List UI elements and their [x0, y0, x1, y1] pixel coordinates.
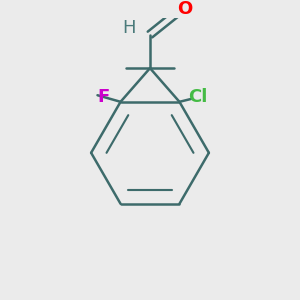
Text: H: H [122, 19, 136, 37]
Text: O: O [177, 0, 193, 18]
Text: Cl: Cl [188, 88, 208, 106]
Text: F: F [98, 88, 110, 106]
